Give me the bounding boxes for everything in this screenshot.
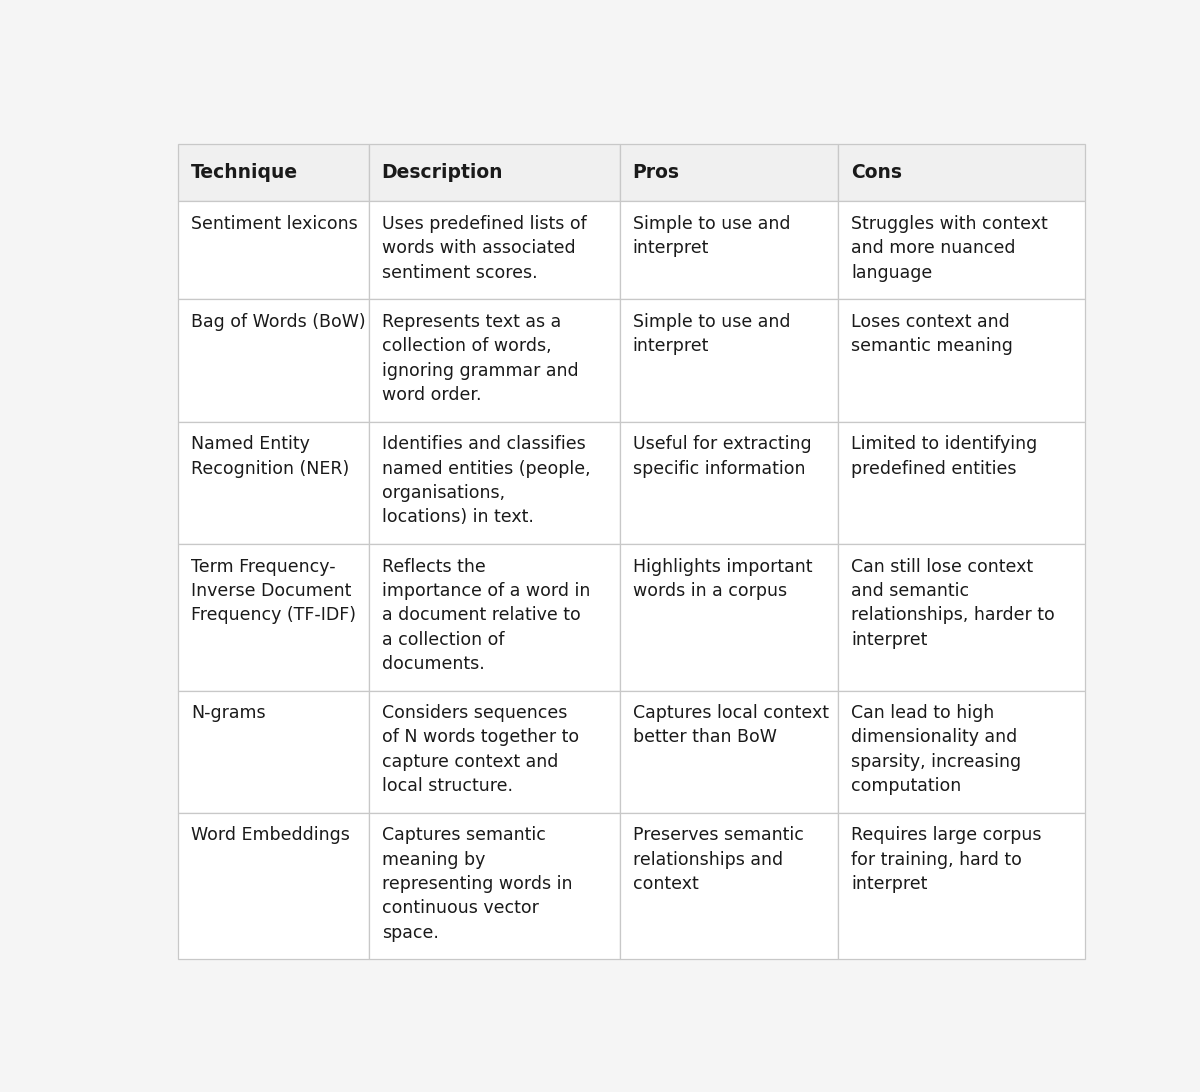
Text: Represents text as a
collection of words,
ignoring grammar and
word order.: Represents text as a collection of words… bbox=[382, 313, 578, 404]
Bar bbox=[178, 299, 368, 422]
Text: Preserves semantic
relationships and
context: Preserves semantic relationships and con… bbox=[632, 827, 804, 893]
Bar bbox=[619, 812, 838, 959]
Text: Identifies and classifies
named entities (people,
organisations,
locations) in t: Identifies and classifies named entities… bbox=[382, 436, 590, 526]
Bar bbox=[619, 544, 838, 690]
Bar bbox=[368, 299, 619, 422]
Bar bbox=[619, 299, 838, 422]
Bar bbox=[619, 690, 838, 812]
Bar bbox=[178, 422, 368, 544]
Bar bbox=[368, 201, 619, 299]
Text: Captures local context
better than BoW: Captures local context better than BoW bbox=[632, 704, 829, 747]
Text: Limited to identifying
predefined entities: Limited to identifying predefined entiti… bbox=[851, 436, 1038, 477]
Bar bbox=[839, 299, 1085, 422]
Bar bbox=[839, 544, 1085, 690]
Text: Can still lose context
and semantic
relationships, harder to
interpret: Can still lose context and semantic rela… bbox=[851, 558, 1055, 649]
Bar bbox=[839, 144, 1085, 201]
Bar bbox=[178, 201, 368, 299]
Bar bbox=[839, 201, 1085, 299]
Text: Word Embeddings: Word Embeddings bbox=[191, 827, 349, 844]
Text: Captures semantic
meaning by
representing words in
continuous vector
space.: Captures semantic meaning by representin… bbox=[382, 827, 572, 941]
Bar bbox=[178, 812, 368, 959]
Text: Description: Description bbox=[382, 163, 503, 182]
Bar bbox=[368, 144, 619, 201]
Text: N-grams: N-grams bbox=[191, 704, 265, 722]
Text: Can lead to high
dimensionality and
sparsity, increasing
computation: Can lead to high dimensionality and spar… bbox=[851, 704, 1021, 795]
Text: Loses context and
semantic meaning: Loses context and semantic meaning bbox=[851, 313, 1013, 355]
Text: Cons: Cons bbox=[851, 163, 902, 182]
Text: Pros: Pros bbox=[632, 163, 679, 182]
Bar bbox=[368, 422, 619, 544]
Text: Reflects the
importance of a word in
a document relative to
a collection of
docu: Reflects the importance of a word in a d… bbox=[382, 558, 590, 673]
Text: Useful for extracting
specific information: Useful for extracting specific informati… bbox=[632, 436, 811, 477]
Bar bbox=[839, 812, 1085, 959]
Text: Named Entity
Recognition (NER): Named Entity Recognition (NER) bbox=[191, 436, 349, 477]
Bar bbox=[368, 812, 619, 959]
Text: Highlights important
words in a corpus: Highlights important words in a corpus bbox=[632, 558, 812, 600]
Text: Sentiment lexicons: Sentiment lexicons bbox=[191, 215, 358, 233]
Text: Term Frequency-
Inverse Document
Frequency (TF-IDF): Term Frequency- Inverse Document Frequen… bbox=[191, 558, 356, 625]
Bar bbox=[368, 690, 619, 812]
Bar bbox=[178, 144, 368, 201]
Text: Bag of Words (BoW): Bag of Words (BoW) bbox=[191, 313, 366, 331]
Text: Uses predefined lists of
words with associated
sentiment scores.: Uses predefined lists of words with asso… bbox=[382, 215, 587, 282]
Text: Technique: Technique bbox=[191, 163, 298, 182]
Bar bbox=[619, 144, 838, 201]
Bar bbox=[619, 422, 838, 544]
Bar bbox=[619, 201, 838, 299]
Text: Simple to use and
interpret: Simple to use and interpret bbox=[632, 215, 790, 258]
Bar bbox=[178, 544, 368, 690]
Text: Simple to use and
interpret: Simple to use and interpret bbox=[632, 313, 790, 355]
Text: Requires large corpus
for training, hard to
interpret: Requires large corpus for training, hard… bbox=[851, 827, 1042, 893]
Text: Considers sequences
of N words together to
capture context and
local structure.: Considers sequences of N words together … bbox=[382, 704, 578, 795]
Bar bbox=[839, 422, 1085, 544]
Text: Struggles with context
and more nuanced
language: Struggles with context and more nuanced … bbox=[851, 215, 1048, 282]
Bar bbox=[839, 690, 1085, 812]
Bar bbox=[368, 544, 619, 690]
Bar bbox=[178, 690, 368, 812]
